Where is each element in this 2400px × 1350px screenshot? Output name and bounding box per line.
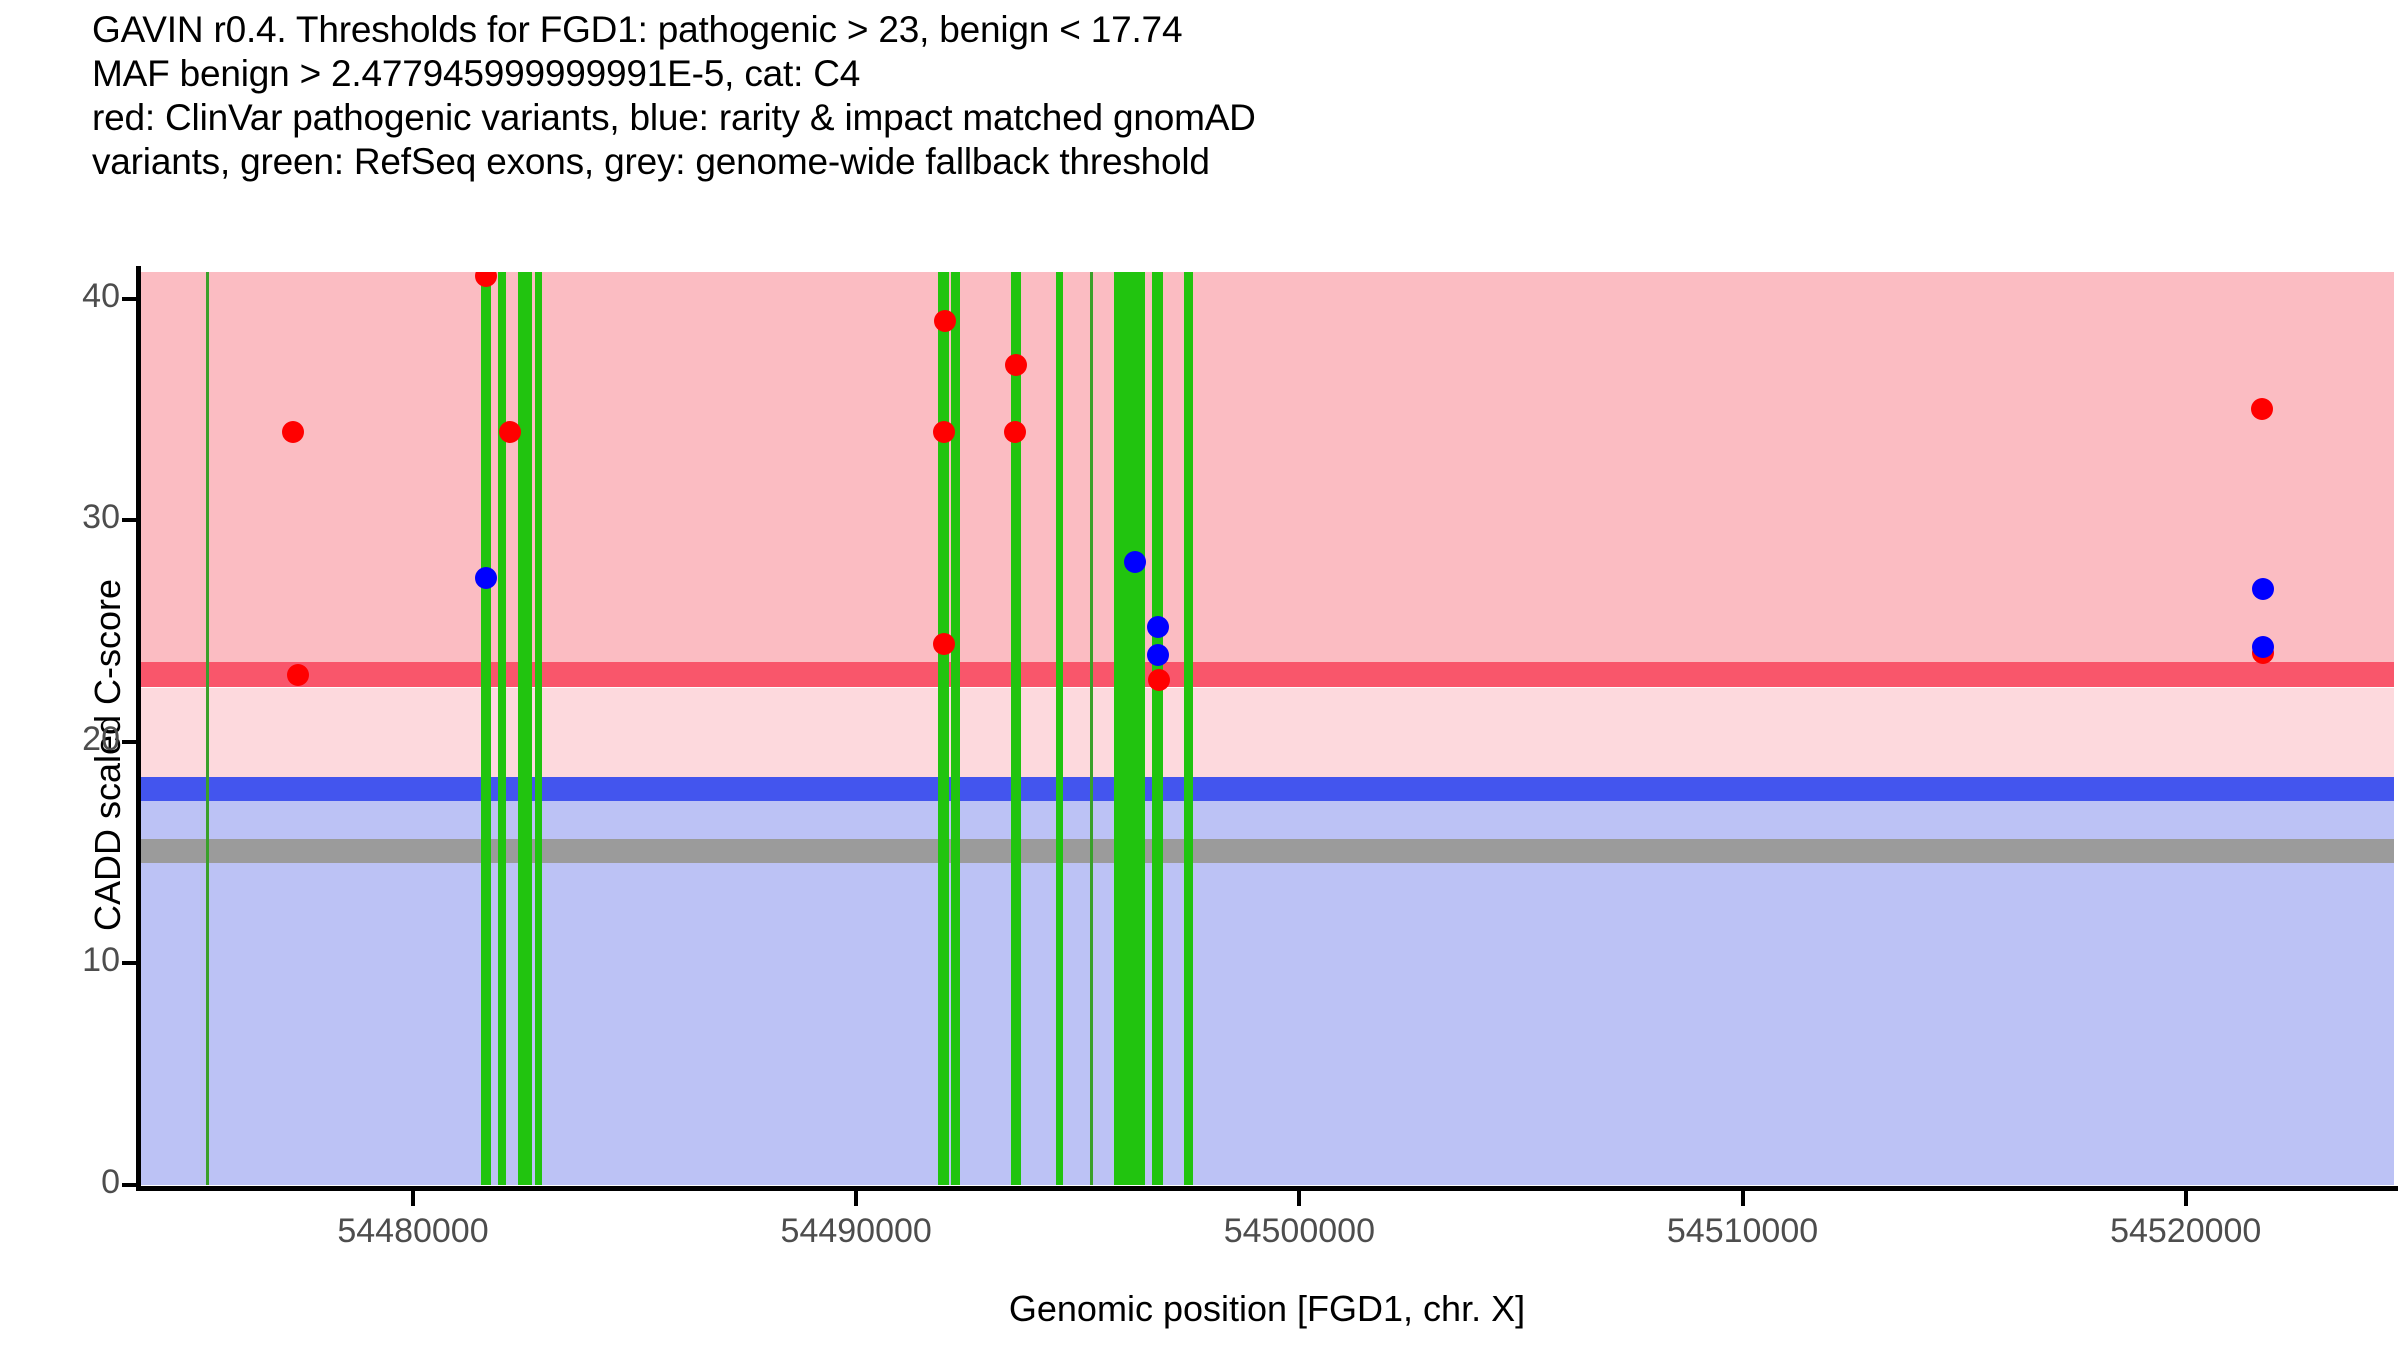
y-tick-label: 40 bbox=[82, 276, 120, 315]
clinvar-pathogenic-point bbox=[474, 272, 497, 288]
clinvar-pathogenic-point bbox=[2251, 398, 2274, 421]
clinvar-pathogenic-point bbox=[934, 309, 957, 332]
x-tick-mark bbox=[1297, 1190, 1302, 1206]
y-axis-line bbox=[136, 266, 141, 1191]
chart-title-block: GAVIN r0.4. Thresholds for FGD1: pathoge… bbox=[92, 8, 2092, 184]
y-tick-label: 0 bbox=[101, 1163, 120, 1201]
y-tick-label: 30 bbox=[82, 498, 120, 537]
chart-title-line-1: GAVIN r0.4. Thresholds for FGD1: pathoge… bbox=[92, 9, 1183, 50]
x-axis-line bbox=[136, 1186, 2398, 1191]
threshold-band bbox=[140, 800, 2394, 1185]
gnomad-variant-point bbox=[2251, 635, 2274, 658]
clinvar-pathogenic-point bbox=[1147, 668, 1170, 691]
threshold-band bbox=[140, 777, 2394, 801]
clinvar-pathogenic-point bbox=[933, 633, 956, 656]
x-tick-label: 54490000 bbox=[780, 1212, 932, 1250]
x-tick-label: 54520000 bbox=[2110, 1212, 2262, 1250]
x-tick-mark bbox=[854, 1190, 859, 1206]
x-tick-mark bbox=[1740, 1190, 1745, 1206]
x-tick-label: 54480000 bbox=[337, 1212, 489, 1250]
y-tick-label: 20 bbox=[82, 719, 120, 758]
x-tick-label: 54510000 bbox=[1666, 1212, 1819, 1250]
refseq-exon-line bbox=[1184, 272, 1193, 1185]
y-tick-mark bbox=[122, 961, 138, 966]
refseq-exon-line bbox=[1114, 272, 1146, 1185]
refseq-exon-line bbox=[1089, 272, 1093, 1185]
refseq-exon-line bbox=[1055, 272, 1063, 1185]
refseq-exon-line bbox=[205, 272, 209, 1185]
clinvar-pathogenic-point bbox=[281, 420, 304, 443]
y-tick-mark bbox=[122, 296, 138, 301]
x-tick-mark bbox=[410, 1190, 415, 1206]
chart-title-line-3: red: ClinVar pathogenic variants, blue: … bbox=[92, 97, 1256, 138]
y-tick-mark bbox=[122, 739, 138, 744]
threshold-band bbox=[140, 687, 2394, 792]
clinvar-pathogenic-point bbox=[499, 420, 522, 443]
clinvar-pathogenic-point bbox=[287, 664, 310, 687]
threshold-band bbox=[140, 662, 2394, 688]
x-axis-title: Genomic position [FGD1, chr. X] bbox=[1008, 1288, 1526, 1329]
refseq-exon-line bbox=[518, 272, 532, 1185]
refseq-exon-line bbox=[938, 272, 950, 1185]
gnomad-variant-point bbox=[2251, 577, 2274, 600]
clinvar-pathogenic-point bbox=[1004, 420, 1027, 443]
x-tick-mark bbox=[2183, 1190, 2188, 1206]
gnomad-variant-point bbox=[1146, 615, 1169, 638]
refseq-exon-line bbox=[535, 272, 542, 1185]
y-tick-label: 10 bbox=[82, 941, 120, 980]
chart-title-line-2: MAF benign > 2.477945999999991E-5, cat: … bbox=[92, 53, 861, 94]
refseq-exon-line bbox=[1010, 272, 1021, 1185]
gnomad-variant-point bbox=[1124, 551, 1147, 574]
y-tick-mark bbox=[122, 518, 138, 523]
refseq-exon-line bbox=[1152, 272, 1163, 1185]
clinvar-pathogenic-point bbox=[932, 420, 955, 443]
y-tick-mark bbox=[122, 1183, 138, 1187]
x-tick-label: 54500000 bbox=[1223, 1212, 1375, 1250]
gnomad-variant-point bbox=[1146, 644, 1169, 667]
refseq-exon-line bbox=[951, 272, 960, 1185]
threshold-band bbox=[140, 272, 2394, 676]
gnomad-variant-point bbox=[475, 566, 498, 589]
chart-title-line-4: variants, green: RefSeq exons, grey: gen… bbox=[92, 141, 1210, 182]
threshold-band bbox=[140, 839, 2394, 863]
refseq-exon-line bbox=[480, 272, 491, 1185]
refseq-exon-line bbox=[497, 272, 506, 1185]
clinvar-pathogenic-point bbox=[1004, 354, 1027, 377]
plot-panel bbox=[140, 272, 2394, 1185]
